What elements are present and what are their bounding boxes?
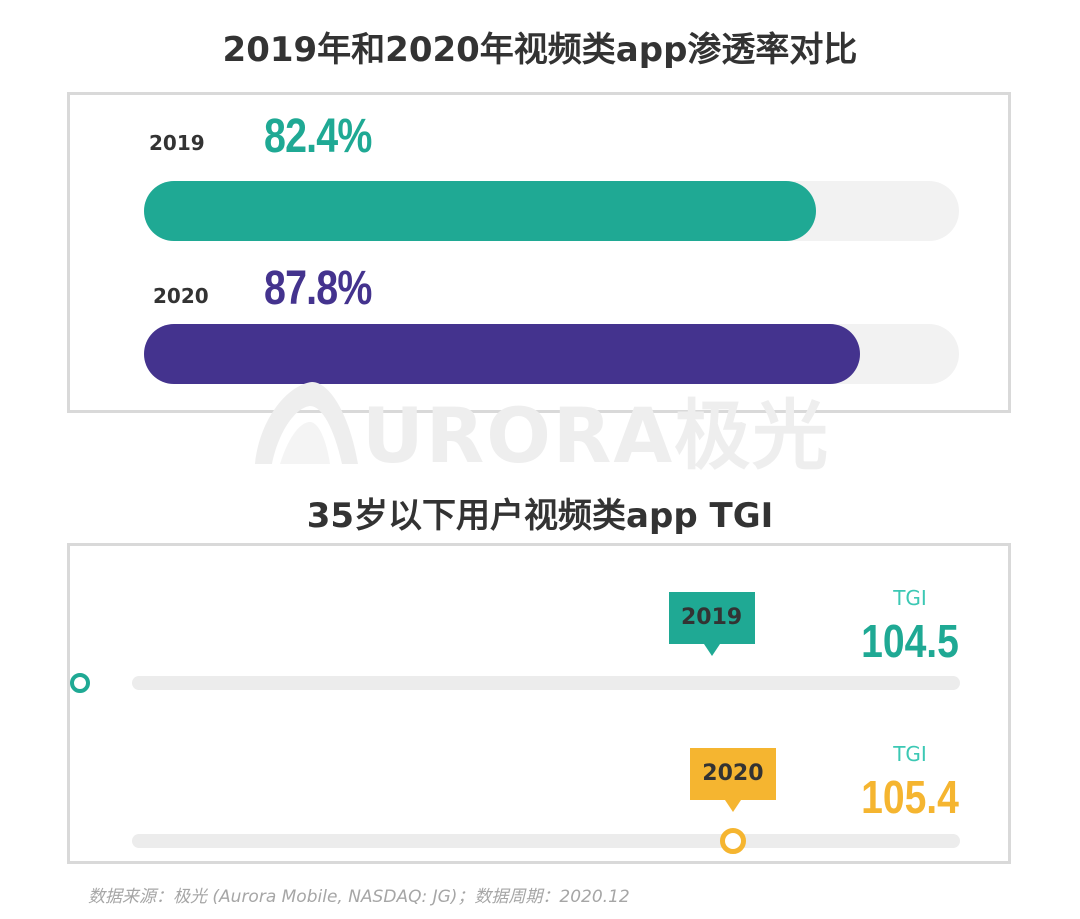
bar-fill-2020 xyxy=(144,324,860,384)
tgi-panel: 2019 TGI 104.5 2020 TGI 105.4 xyxy=(67,543,1011,864)
percent-label-2019: 82.4% xyxy=(264,110,372,163)
year-label-2019: 2019 xyxy=(149,131,205,155)
year-label-2020: 2020 xyxy=(153,284,209,308)
tgi-marker-tag-2019: 2019 xyxy=(668,592,755,656)
tgi-marker-dot-2019 xyxy=(70,673,90,693)
tgi-caption-2020: TGI xyxy=(893,742,927,766)
percent-label-2020: 87.8% xyxy=(264,262,372,315)
bar-track-2020 xyxy=(144,324,959,384)
tgi-track-2020 xyxy=(132,834,960,848)
tgi-caption-2019: TGI xyxy=(893,586,927,610)
tgi-value-2019: 104.5 xyxy=(861,615,959,667)
bar-track-2019 xyxy=(144,181,959,241)
tgi-value-2020: 105.4 xyxy=(861,771,959,823)
penetration-panel: 2019 82.4% 2020 87.8% xyxy=(67,92,1011,413)
bar-fill-2019 xyxy=(144,181,816,241)
penetration-chart-title: 2019年和2020年视频类app渗透率对比 xyxy=(222,30,858,70)
tgi-marker-tag-2020: 2020 xyxy=(689,748,776,812)
tgi-chart-title: 35岁以下用户视频类app TGI xyxy=(306,496,774,536)
data-source-note: 数据来源：极光 (Aurora Mobile, NASDAQ: JG)；数据周期… xyxy=(88,887,630,907)
tgi-marker-dot-2020 xyxy=(719,828,746,854)
tgi-track-2019 xyxy=(132,676,960,690)
